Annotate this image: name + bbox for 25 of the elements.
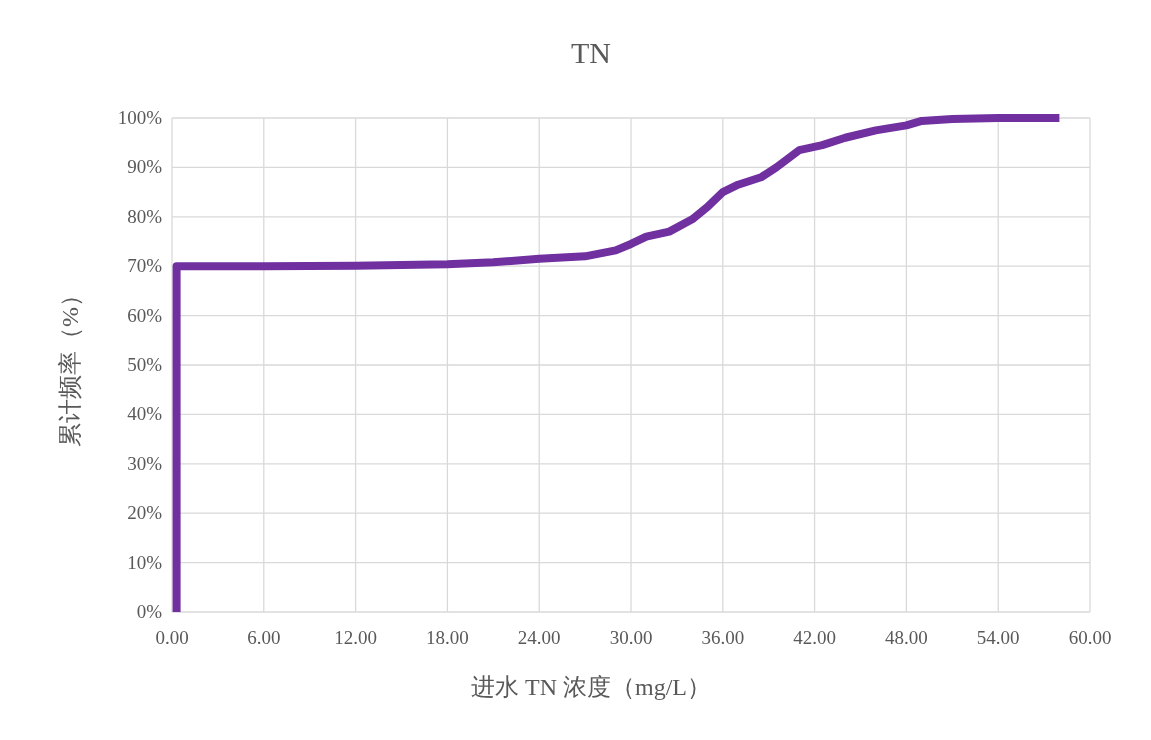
y-tick-label: 20% <box>127 502 163 524</box>
y-tick-label: 90% <box>127 156 163 178</box>
x-axis-title: 进水 TN 浓度（mg/L） <box>471 674 711 700</box>
y-tick-label: 30% <box>127 452 163 474</box>
x-tick-label: 30.00 <box>609 627 653 648</box>
x-tick-label: 42.00 <box>793 627 836 648</box>
y-tick-label: 0% <box>136 601 163 622</box>
x-tick-label: 24.00 <box>517 627 561 648</box>
y-tick-label: 10% <box>127 551 163 573</box>
y-tick-label: 100% <box>117 107 163 128</box>
x-tick-label: 36.00 <box>701 627 745 648</box>
y-axis-title: 累计频率（%） <box>57 283 83 447</box>
y-tick-label: 60% <box>127 304 163 326</box>
y-tick-label: 80% <box>127 205 163 227</box>
x-tick-label: 60.00 <box>1068 627 1112 648</box>
y-tick-label: 40% <box>127 403 163 425</box>
x-tick-label: 48.00 <box>885 627 928 648</box>
x-tick-label: 18.00 <box>426 627 469 648</box>
chart-title: TN <box>571 36 611 69</box>
y-tick-label: 50% <box>127 354 163 375</box>
x-tick-label: 6.00 <box>247 627 281 648</box>
x-tick-label: 0.00 <box>155 627 189 648</box>
y-tick-label: 70% <box>127 255 163 277</box>
x-tick-label: 12.00 <box>334 627 377 648</box>
x-tick-label: 54.00 <box>976 627 1020 648</box>
